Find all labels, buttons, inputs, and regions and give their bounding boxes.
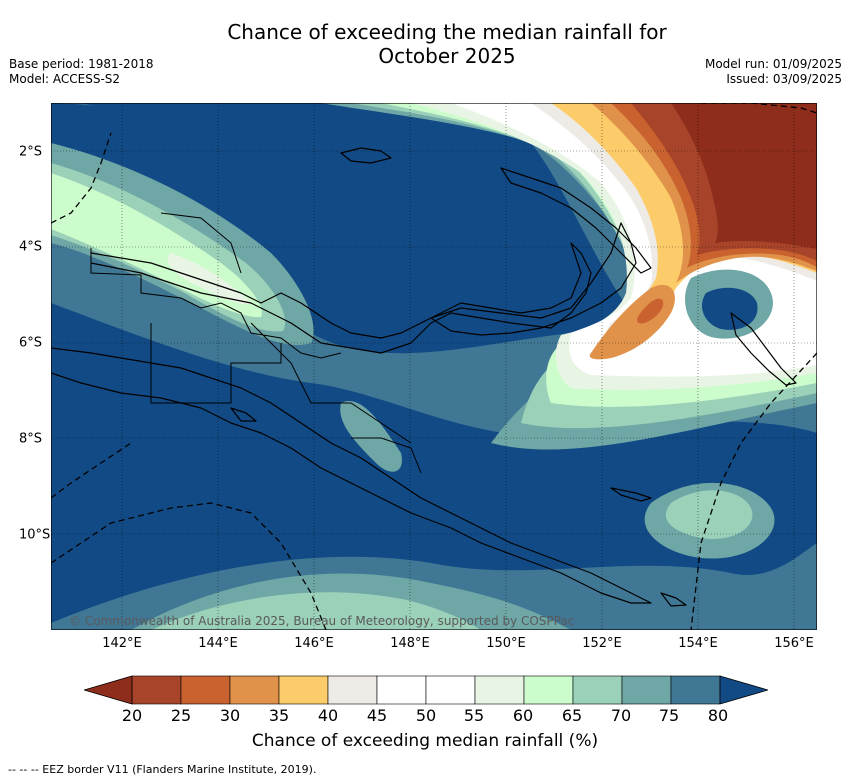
colorbar-tick-60: 60 (512, 706, 534, 725)
x-tick-144e: 144°E (198, 636, 238, 651)
colorbar-cell-60-65 (523, 675, 574, 705)
eez-north (701, 103, 817, 114)
x-tick-146e: 146°E (294, 636, 334, 651)
border-c (250, 322, 412, 444)
eez-north-west (51, 132, 112, 224)
issued-text: Issued: 03/09/2025 (726, 72, 842, 86)
y-tick-2s: 2°S (19, 144, 43, 160)
meta-right: Model run: 01/09/2025 Issued: 03/09/2025 (705, 57, 842, 87)
bougainville-coast (730, 312, 797, 386)
colorbar-tick-75: 75 (658, 706, 680, 725)
colorbar-cell-55-60 (474, 675, 525, 705)
field-central-70 (340, 401, 402, 472)
meta-left: Base period: 1981-2018 Model: ACCESS-S2 (9, 57, 154, 87)
colorbar-under-arrow (84, 675, 133, 705)
map-title: Chance of exceeding the median rainfall … (0, 20, 850, 68)
southeast-island-2 (660, 592, 687, 607)
copyright-credit: © Commonwealth of Australia 2025, Bureau… (69, 614, 575, 628)
x-tick-156e: 156°E (774, 636, 814, 651)
colorbar-cell-75-80 (670, 675, 721, 705)
colorbar-cell-35-40 (278, 675, 329, 705)
eez-west (51, 442, 132, 499)
map-frame (51, 103, 817, 630)
manus-coast (340, 147, 392, 164)
border-b (150, 323, 282, 404)
field-dry-core (637, 298, 664, 324)
colorbar-tick-45: 45 (366, 706, 388, 725)
new-ireland-coast (500, 167, 652, 274)
colorbar-tick-30: 30 (219, 706, 241, 725)
eez-legend-footer: -- -- -- EEZ border V11 (Flanders Marine… (8, 763, 317, 776)
field-band-65-se (665, 490, 753, 539)
graticule (51, 103, 817, 630)
colorbar-cell-65-70 (572, 675, 623, 705)
field-ne-under (671, 103, 817, 249)
x-tick-142e: 142°E (102, 636, 142, 651)
south-coast-island (230, 407, 257, 422)
colorbar-tick-55: 55 (463, 706, 485, 725)
new-guinea-south-coast (51, 347, 652, 604)
rainfall-map (51, 103, 817, 630)
colorbar-over-arrow (719, 675, 768, 705)
field-bougainville-80 (701, 287, 758, 330)
colorbar-tick-25: 25 (170, 706, 192, 725)
colorbar-cell-70-75 (621, 675, 672, 705)
y-tick-4s: 4°S (19, 239, 43, 255)
field-band-65-south (151, 592, 481, 630)
title-line-2: October 2025 (378, 44, 516, 68)
field-west-55 (167, 253, 251, 305)
x-tick-154e: 154°E (678, 636, 718, 651)
border-d (160, 212, 242, 274)
colorbar-label: Chance of exceeding median rainfall (%) (251, 731, 599, 751)
title-line-1: Chance of exceeding the median rainfall … (227, 20, 667, 44)
colorbar-cell-20-25 (131, 675, 182, 705)
colorbar-tick-40: 40 (317, 706, 339, 725)
base-period-text: Base period: 1981-2018 (9, 57, 154, 71)
colorbar-cells (131, 675, 721, 705)
x-tick-148e: 148°E (390, 636, 430, 651)
colorbar-tick-80: 80 (707, 706, 729, 725)
x-tick-152e: 152°E (582, 636, 622, 651)
eez-east (690, 352, 817, 630)
colorbar-cell-40-45 (327, 675, 378, 705)
colorbar-cell-30-35 (229, 675, 280, 705)
coastlines (51, 147, 797, 607)
eez-borders (51, 103, 817, 630)
border-a (90, 248, 342, 359)
new-guinea-north-coast (90, 242, 592, 354)
colorbar-cell-25-30 (180, 675, 231, 705)
border-e (351, 437, 422, 474)
admin-borders (90, 212, 422, 474)
colorbar-tick-35: 35 (268, 706, 290, 725)
eez-south (51, 502, 327, 630)
colorbar-tick-70: 70 (610, 706, 632, 725)
model-text: Model: ACCESS-S2 (9, 72, 121, 86)
colorbar-tick-65: 65 (561, 706, 583, 725)
y-tick-6s: 6°S (19, 335, 43, 351)
colorbar-tick-20: 20 (121, 706, 143, 725)
new-britain-coast (430, 222, 637, 336)
y-tick-10s: 10°S (19, 527, 51, 543)
colorbar-tick-50: 50 (415, 706, 437, 725)
colorbar-cell-50-55 (425, 675, 476, 705)
probability-field (51, 103, 817, 630)
y-tick-8s: 8°S (19, 431, 43, 447)
colorbar (84, 675, 768, 705)
colorbar-cell-45-50 (376, 675, 427, 705)
southeast-island-1 (610, 487, 652, 502)
x-tick-150e: 150°E (486, 636, 526, 651)
model-run-text: Model run: 01/09/2025 (704, 57, 842, 71)
